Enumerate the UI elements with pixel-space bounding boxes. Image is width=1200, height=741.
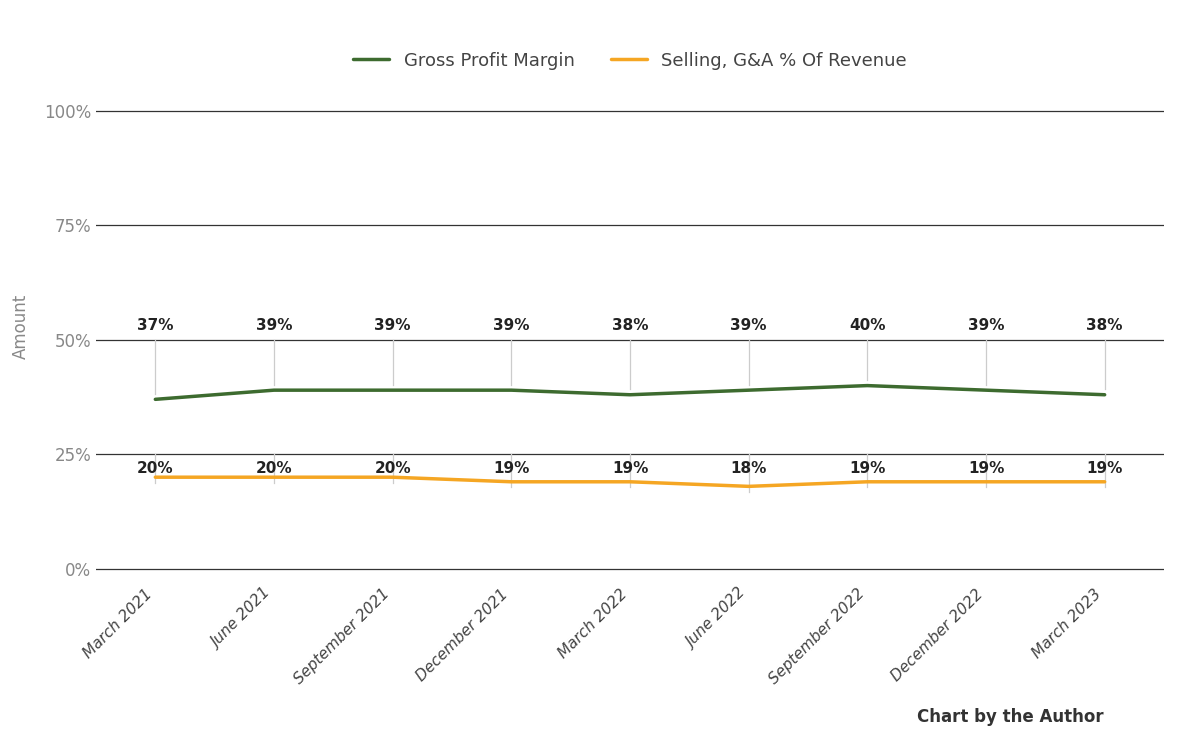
Selling, G&A % Of Revenue (860, 477, 875, 486)
Gross Profit Margin (266, 386, 281, 395)
Gross Profit Margin (148, 395, 162, 404)
Text: 20%: 20% (374, 461, 410, 476)
Selling, G&A % Of Revenue (385, 473, 400, 482)
Text: 39%: 39% (256, 318, 293, 333)
Text: 37%: 37% (137, 318, 174, 333)
Gross Profit Margin (1098, 391, 1112, 399)
Text: 19%: 19% (493, 461, 529, 476)
Text: 39%: 39% (731, 318, 767, 333)
Text: 38%: 38% (612, 318, 648, 333)
Gross Profit Margin (623, 391, 637, 399)
Selling, G&A % Of Revenue (504, 477, 518, 486)
Text: 39%: 39% (967, 318, 1004, 333)
Gross Profit Margin (742, 386, 756, 395)
Text: 20%: 20% (137, 461, 174, 476)
Y-axis label: Amount: Amount (12, 293, 30, 359)
Text: 19%: 19% (612, 461, 648, 476)
Text: 39%: 39% (374, 318, 410, 333)
Text: 19%: 19% (850, 461, 886, 476)
Text: 18%: 18% (731, 461, 767, 476)
Selling, G&A % Of Revenue (266, 473, 281, 482)
Text: 38%: 38% (1086, 318, 1123, 333)
Selling, G&A % Of Revenue (979, 477, 994, 486)
Text: 19%: 19% (968, 461, 1004, 476)
Selling, G&A % Of Revenue (1098, 477, 1112, 486)
Legend: Gross Profit Margin, Selling, G&A % Of Revenue: Gross Profit Margin, Selling, G&A % Of R… (344, 43, 916, 79)
Gross Profit Margin (504, 386, 518, 395)
Text: Chart by the Author: Chart by the Author (917, 708, 1104, 726)
Gross Profit Margin (385, 386, 400, 395)
Line: Gross Profit Margin: Gross Profit Margin (155, 385, 1105, 399)
Text: 40%: 40% (850, 318, 886, 333)
Text: 39%: 39% (493, 318, 529, 333)
Gross Profit Margin (860, 381, 875, 390)
Text: 19%: 19% (1086, 461, 1123, 476)
Text: 20%: 20% (256, 461, 293, 476)
Selling, G&A % Of Revenue (742, 482, 756, 491)
Gross Profit Margin (979, 386, 994, 395)
Selling, G&A % Of Revenue (623, 477, 637, 486)
Selling, G&A % Of Revenue (148, 473, 162, 482)
Line: Selling, G&A % Of Revenue: Selling, G&A % Of Revenue (155, 477, 1105, 486)
